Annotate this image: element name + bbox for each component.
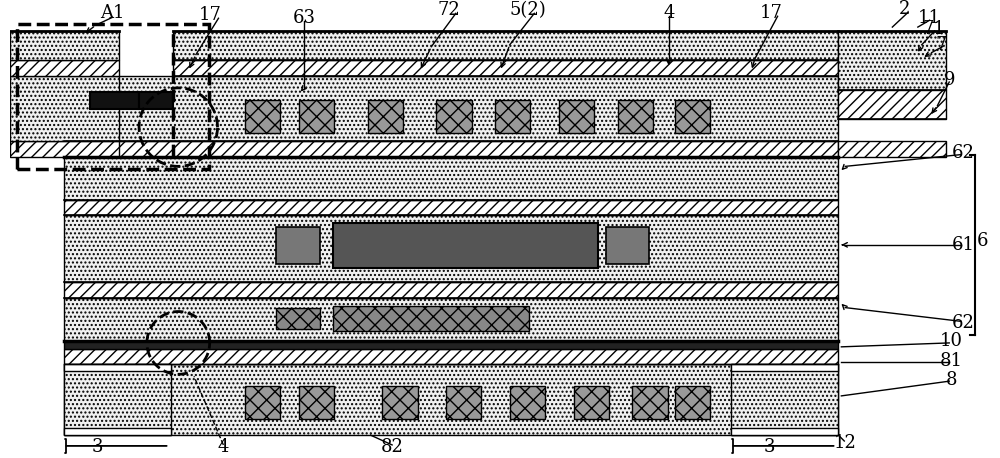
Text: 10: 10 [940,332,963,350]
Text: 62: 62 [952,314,974,333]
Bar [606,227,649,264]
Text: 17: 17 [199,6,222,24]
Bar [382,386,418,420]
Bar [495,100,530,133]
Text: 82: 82 [381,438,404,456]
Bar [632,386,668,420]
Bar [838,141,946,157]
Bar [64,157,838,200]
Bar [675,100,710,133]
Bar [368,100,403,133]
Bar [333,223,598,268]
Bar [64,282,838,298]
Text: 62: 62 [952,144,974,162]
Bar [64,141,838,157]
Bar [139,92,173,109]
Text: 5(2): 5(2) [509,1,546,19]
Text: 12: 12 [834,434,857,452]
Bar [731,365,838,371]
Text: 8: 8 [945,371,957,389]
Bar [618,100,653,133]
Bar [731,365,838,435]
Text: 72: 72 [438,1,460,19]
Text: 17: 17 [759,4,782,22]
Text: 61: 61 [951,236,974,254]
Text: 4: 4 [218,438,229,456]
Text: 6: 6 [977,232,988,250]
Text: 9: 9 [943,71,955,89]
Bar [64,365,838,435]
Bar [10,141,119,157]
Text: 4: 4 [663,4,674,22]
Bar [245,100,280,133]
Text: 3: 3 [92,438,104,456]
Bar [245,386,280,420]
Bar [10,60,119,76]
Bar [276,227,320,264]
Bar [276,308,320,329]
Bar [64,365,171,435]
Text: 2: 2 [898,0,910,18]
Text: A1: A1 [100,4,125,22]
Bar [10,76,119,141]
Bar [64,215,838,282]
Bar [64,76,838,141]
Bar [559,100,594,133]
Bar [675,386,710,420]
Text: 81: 81 [940,352,963,370]
Bar [17,24,209,169]
Bar [64,200,838,215]
Text: 11: 11 [918,9,941,27]
Bar [173,31,838,60]
Bar [64,349,838,365]
Bar [10,31,119,60]
Bar [333,305,529,331]
Bar [446,386,481,420]
Text: 63: 63 [292,9,315,27]
Bar [510,386,545,420]
Bar [90,92,139,109]
Text: 7: 7 [936,36,947,54]
Bar [299,100,334,133]
Bar [64,298,838,341]
Bar [838,31,946,90]
Bar [731,428,838,435]
Bar [574,386,609,420]
Bar [173,60,838,76]
Bar [64,341,838,349]
Text: 3: 3 [764,438,775,456]
Bar [299,386,334,420]
Bar [838,90,946,119]
Bar [64,365,171,371]
Text: 71: 71 [922,20,945,38]
Bar [64,428,171,435]
Bar [436,100,472,133]
